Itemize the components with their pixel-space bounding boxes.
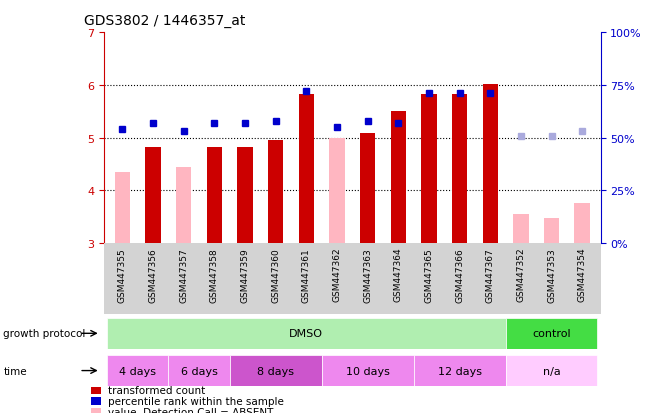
Text: value, Detection Call = ABSENT: value, Detection Call = ABSENT [108,407,273,413]
Bar [574,203,590,244]
Text: 4 days: 4 days [119,366,156,376]
Bar [176,167,191,244]
Text: growth protocol: growth protocol [3,328,86,339]
Text: 6 days: 6 days [180,366,217,376]
Bar [146,148,161,244]
Bar [360,134,375,244]
Bar [513,215,529,244]
Text: GSM447359: GSM447359 [240,247,250,302]
Text: GSM447357: GSM447357 [179,247,188,302]
Bar [107,318,505,349]
Bar [391,112,406,244]
Text: 12 days: 12 days [437,366,482,376]
Text: 8 days: 8 days [257,366,294,376]
Bar [321,355,413,386]
Text: DMSO: DMSO [289,328,323,339]
Text: GSM447355: GSM447355 [118,247,127,302]
Text: GSM447353: GSM447353 [547,247,556,302]
Bar [505,355,597,386]
Text: control: control [532,328,571,339]
Text: GDS3802 / 1446357_at: GDS3802 / 1446357_at [84,14,245,28]
Text: GSM447354: GSM447354 [578,247,586,301]
Text: GSM447367: GSM447367 [486,247,495,302]
Text: GSM447356: GSM447356 [148,247,158,302]
Bar [544,218,559,244]
Text: GSM447362: GSM447362 [332,247,342,301]
Bar [482,85,498,244]
Bar [115,173,130,244]
Text: percentile rank within the sample: percentile rank within the sample [108,396,284,406]
Text: 10 days: 10 days [346,366,390,376]
Bar [505,318,597,349]
Bar [238,148,253,244]
Text: transformed count: transformed count [108,385,205,395]
Bar [421,95,437,244]
Bar [107,355,168,386]
Text: GSM447364: GSM447364 [394,247,403,301]
Text: GSM447361: GSM447361 [302,247,311,302]
Text: GSM447366: GSM447366 [455,247,464,302]
Text: GSM447360: GSM447360 [271,247,280,302]
Bar [268,141,283,244]
Text: GSM447352: GSM447352 [517,247,525,301]
Text: GSM447358: GSM447358 [210,247,219,302]
Bar [329,138,345,244]
Text: time: time [3,366,27,376]
Bar [413,355,505,386]
Text: GSM447363: GSM447363 [363,247,372,302]
Bar [452,95,467,244]
Text: GSM447365: GSM447365 [424,247,433,302]
Bar [168,355,229,386]
Bar [207,148,222,244]
Text: n/a: n/a [543,366,560,376]
Bar [299,95,314,244]
Bar [229,355,321,386]
